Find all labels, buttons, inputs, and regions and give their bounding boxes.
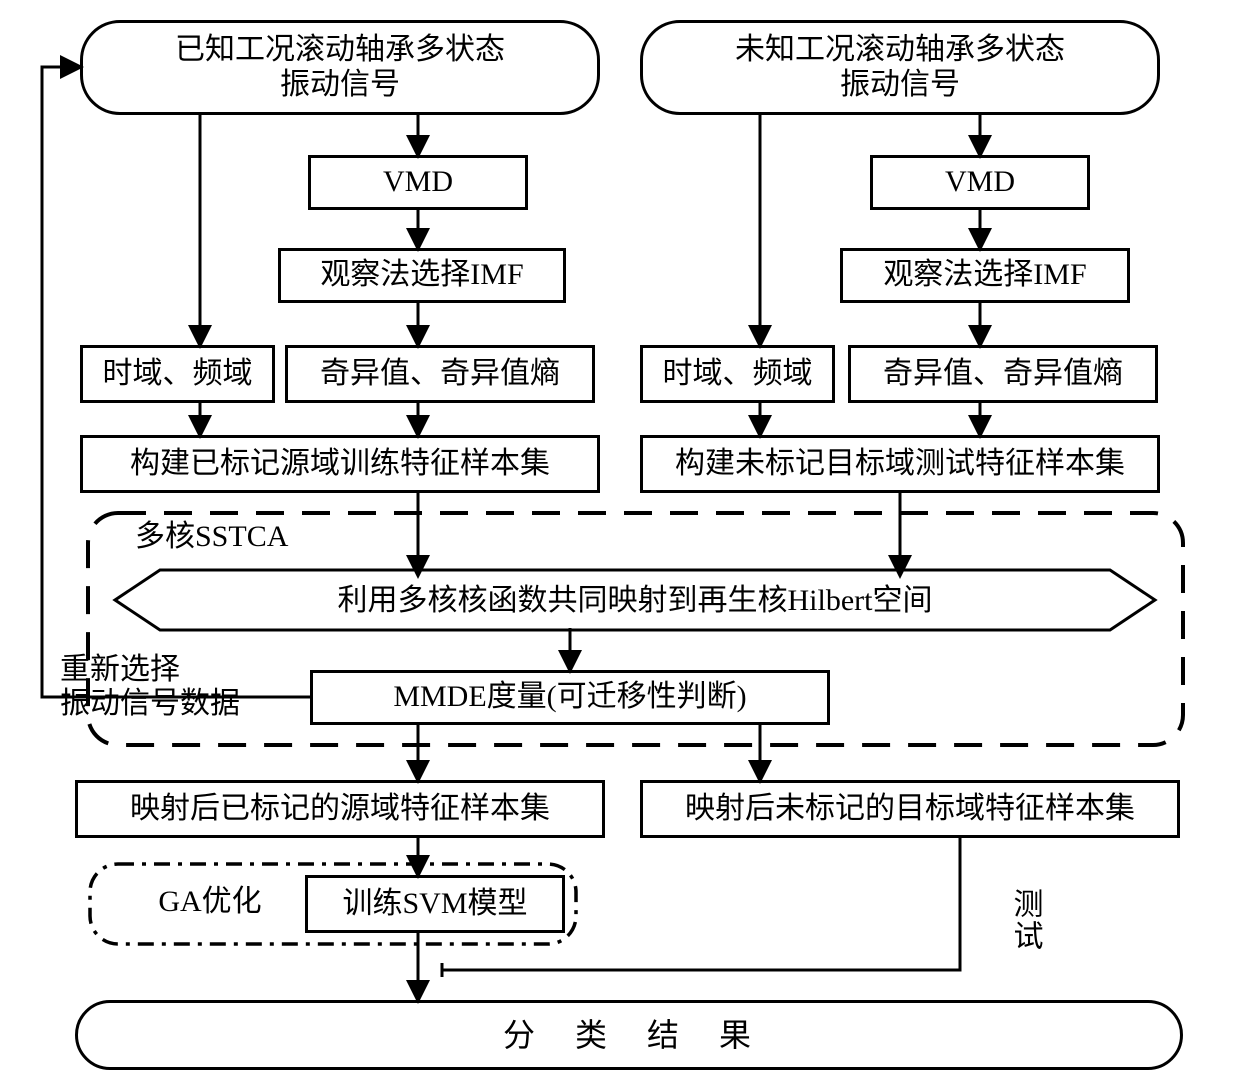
node-tgt-imf: 观察法选择IMF bbox=[840, 248, 1130, 303]
node-tgt-vmd: VMD bbox=[870, 155, 1090, 210]
node-src-start-text: 已知工况滚动轴承多状态 振动信号 bbox=[175, 33, 505, 102]
node-src-mapped: 映射后已标记的源域特征样本集 bbox=[75, 780, 605, 838]
node-tgt-start-text: 未知工况滚动轴承多状态 振动信号 bbox=[735, 33, 1065, 102]
node-src-imf: 观察法选择IMF bbox=[278, 248, 566, 303]
node-tgt-imf-text: 观察法选择IMF bbox=[883, 258, 1086, 293]
node-src-sv-text: 奇异值、奇异值熵 bbox=[320, 357, 560, 392]
node-src-sv: 奇异值、奇异值熵 bbox=[285, 345, 595, 403]
node-src-build: 构建已标记源域训练特征样本集 bbox=[80, 435, 600, 493]
node-svm: 训练SVM模型 bbox=[305, 875, 565, 933]
node-tgt-sv: 奇异值、奇异值熵 bbox=[848, 345, 1158, 403]
node-src-start: 已知工况滚动轴承多状态 振动信号 bbox=[80, 20, 600, 115]
node-tgt-build: 构建未标记目标域测试特征样本集 bbox=[640, 435, 1160, 493]
node-tgt-build-text: 构建未标记目标域测试特征样本集 bbox=[675, 447, 1125, 482]
node-src-imf-text: 观察法选择IMF bbox=[320, 258, 523, 293]
node-mmde: MMDE度量(可迁移性判断) bbox=[310, 670, 830, 725]
node-result-text: 分 类 结 果 bbox=[503, 1017, 755, 1054]
node-src-time-text: 时域、频域 bbox=[103, 357, 253, 392]
node-tgt-sv-text: 奇异值、奇异值熵 bbox=[883, 357, 1123, 392]
node-tgt-time-text: 时域、频域 bbox=[663, 357, 813, 392]
node-mmde-text: MMDE度量(可迁移性判断) bbox=[393, 680, 746, 715]
label-sstca: 多核SSTCA bbox=[135, 517, 335, 557]
node-hilbert-text: 利用多核核函数共同映射到再生核Hilbert空间 bbox=[338, 584, 933, 617]
node-tgt-start: 未知工况滚动轴承多状态 振动信号 bbox=[640, 20, 1160, 115]
label-ga: GA优化 bbox=[135, 880, 285, 925]
node-tgt-mapped: 映射后未标记的目标域特征样本集 bbox=[640, 780, 1180, 838]
node-src-time: 时域、频域 bbox=[80, 345, 275, 403]
node-tgt-vmd-text: VMD bbox=[945, 165, 1015, 200]
node-src-vmd: VMD bbox=[308, 155, 528, 210]
node-result: 分 类 结 果 bbox=[75, 1000, 1183, 1070]
node-hilbert: 利用多核核函数共同映射到再生核Hilbert空间 bbox=[115, 570, 1155, 630]
label-test-text: 测试 bbox=[1009, 888, 1042, 952]
label-reselect-text: 重新选择 振动信号数据 bbox=[60, 653, 240, 722]
label-ga-text: GA优化 bbox=[158, 885, 261, 920]
node-svm-text: 训练SVM模型 bbox=[342, 887, 527, 922]
label-sstca-text: 多核SSTCA bbox=[135, 520, 288, 555]
node-tgt-time: 时域、频域 bbox=[640, 345, 835, 403]
node-tgt-mapped-text: 映射后未标记的目标域特征样本集 bbox=[685, 792, 1135, 827]
node-src-vmd-text: VMD bbox=[383, 165, 453, 200]
node-src-build-text: 构建已标记源域训练特征样本集 bbox=[130, 447, 550, 482]
label-reselect: 重新选择 振动信号数据 bbox=[60, 647, 310, 727]
label-test: 测试 bbox=[1005, 870, 1045, 970]
node-src-mapped-text: 映射后已标记的源域特征样本集 bbox=[130, 792, 550, 827]
